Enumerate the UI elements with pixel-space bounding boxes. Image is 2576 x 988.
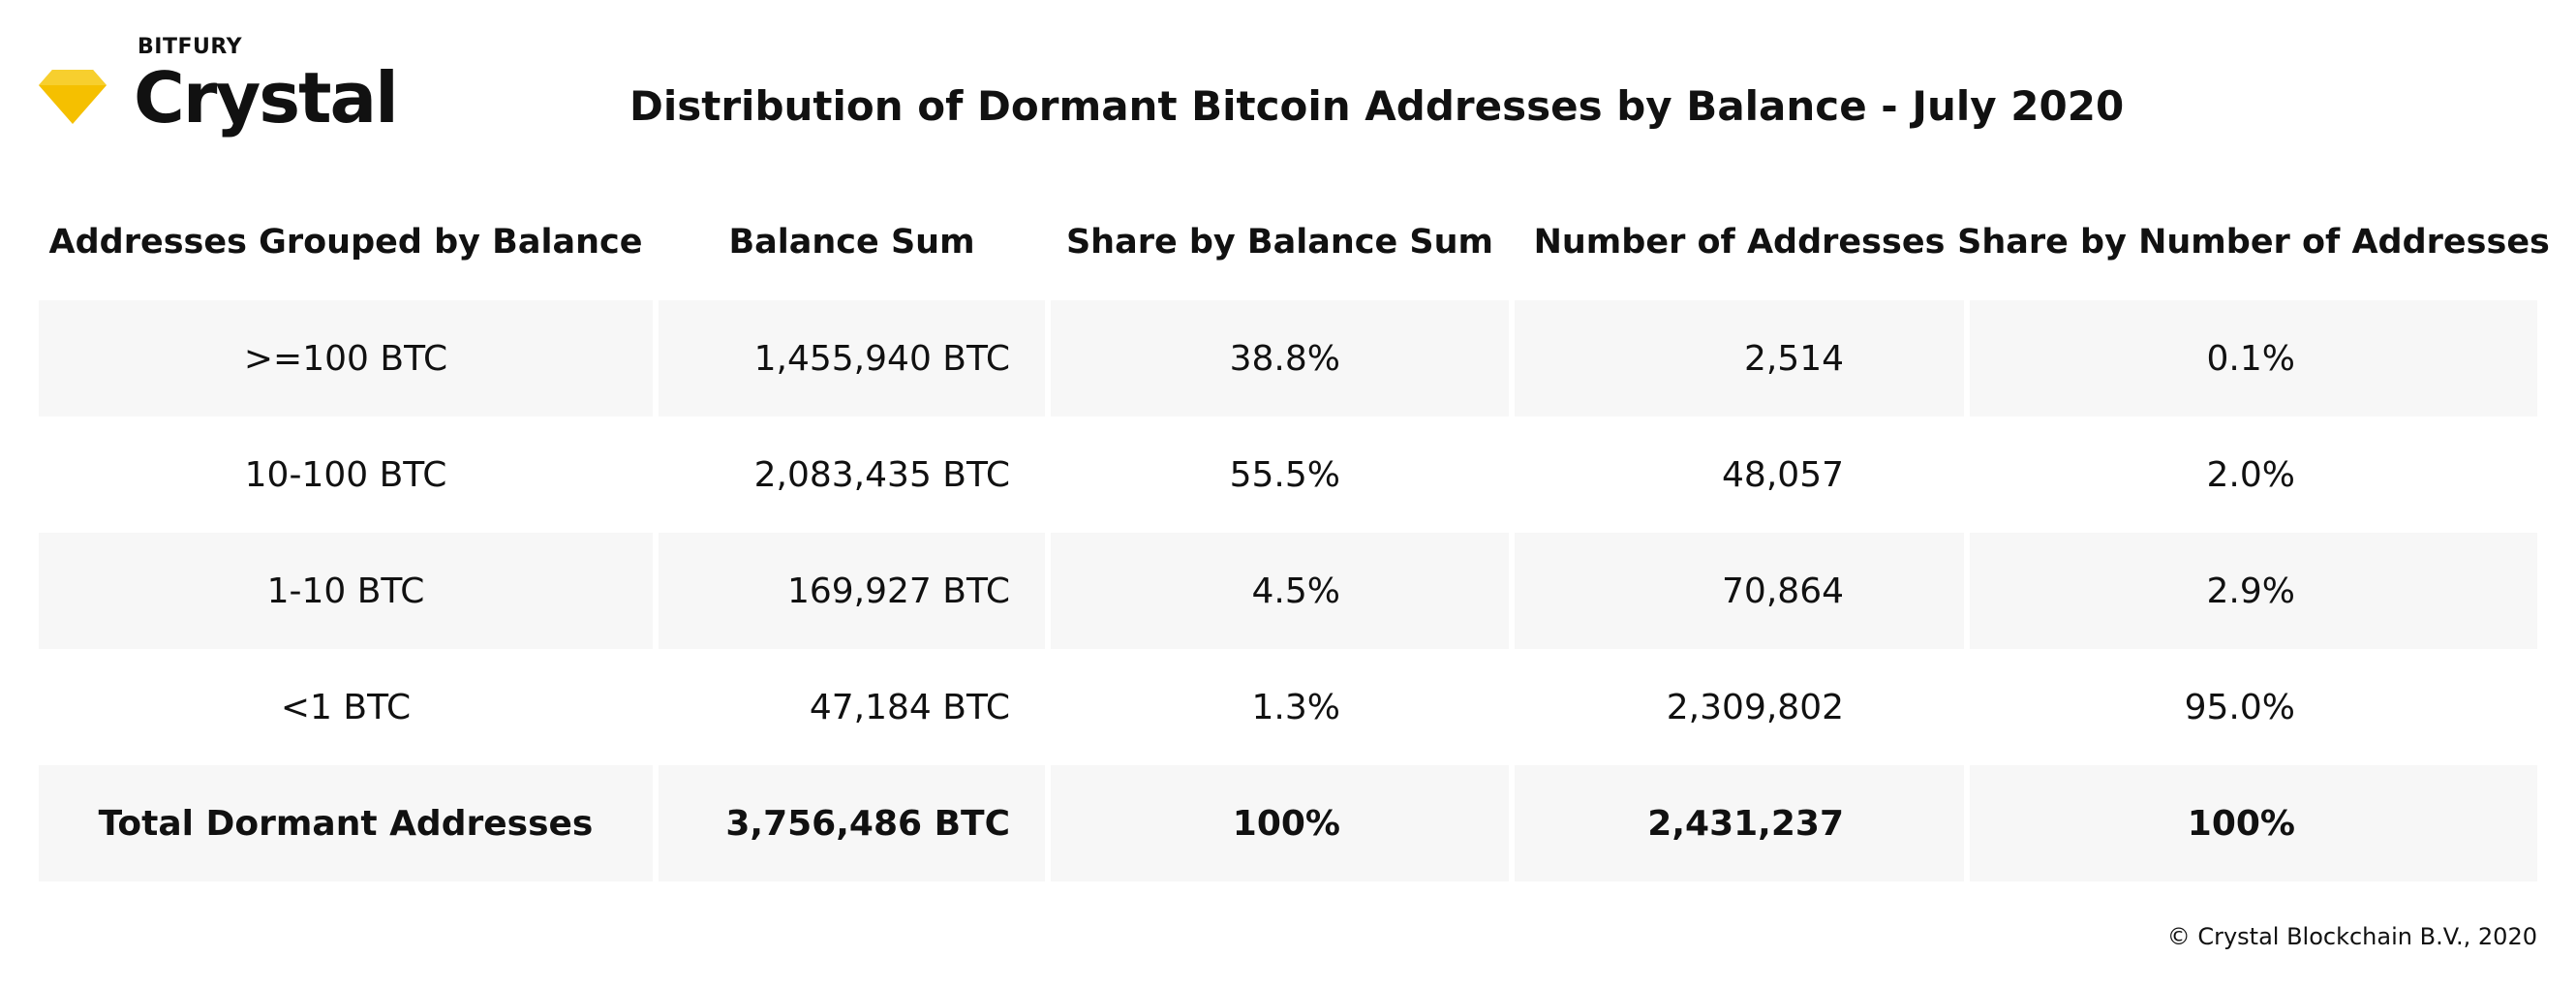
table-cell: 48,057: [1722, 454, 1844, 495]
table-cell: 55.5%: [1229, 454, 1340, 495]
table-cell: 47,184 BTC: [809, 687, 1010, 727]
column-header: Addresses Grouped by Balance: [48, 223, 643, 262]
crystal-logo: BITFURY Crystal: [39, 35, 399, 141]
table-cell: 2.0%: [2206, 454, 2295, 495]
chart-title: Distribution of Dormant Bitcoin Addresse…: [629, 82, 2125, 130]
table-cell: 100%: [1051, 765, 1509, 881]
table-row: 1-10 BTC 169,927 BTC 4.5% 70,864 2.9%: [39, 533, 2537, 649]
table-cell: 1.3%: [1251, 687, 1340, 727]
dormant-addresses-table: Addresses Grouped by Balance Balance Sum…: [39, 184, 2550, 881]
table-cell: <1 BTC: [280, 687, 412, 727]
copyright-notice: © Crystal Blockchain B.V., 2020: [2166, 923, 2537, 950]
table-cell: 2.9%: [1970, 533, 2537, 649]
table-header-row: Addresses Grouped by Balance Balance Sum…: [39, 184, 2550, 300]
table-cell: 2,514: [1515, 300, 1964, 417]
column-header: Share by Balance Sum: [1065, 223, 1494, 262]
table-cell: 10-100 BTC: [244, 454, 447, 495]
table-cell: Total Dormant Addresses: [39, 765, 653, 881]
table-cell: 0.1%: [1970, 300, 2537, 417]
table-cell: 2,431,237: [1515, 765, 1964, 881]
column-header: Balance Sum: [728, 223, 975, 262]
table-cell: 2,083,435 BTC: [753, 454, 1010, 495]
table-cell: 1,455,940 BTC: [659, 300, 1045, 417]
table-cell: 4.5%: [1051, 533, 1509, 649]
logo-product-name: Crystal: [134, 57, 399, 139]
column-header: Share by Number of Addresses: [1957, 223, 2550, 262]
table-cell: >=100 BTC: [39, 300, 653, 417]
table-row: 10-100 BTC 2,083,435 BTC 55.5% 48,057 2.…: [39, 417, 2537, 533]
table-row: >=100 BTC 1,455,940 BTC 38.8% 2,514 0.1%: [39, 300, 2537, 417]
column-header: Number of Addresses: [1533, 223, 1946, 262]
table-total-row: Total Dormant Addresses 3,756,486 BTC 10…: [39, 765, 2537, 881]
table-row: <1 BTC 47,184 BTC 1.3% 2,309,802 95.0%: [39, 649, 2537, 765]
logo-company-name: BITFURY: [138, 35, 243, 59]
table-cell: 100%: [1970, 765, 2537, 881]
table-cell: 3,756,486 BTC: [659, 765, 1045, 881]
table-cell: 38.8%: [1051, 300, 1509, 417]
table-cell: 169,927 BTC: [659, 533, 1045, 649]
table-cell: 95.0%: [2184, 687, 2295, 727]
diamond-icon: [39, 70, 107, 124]
table-cell: 1-10 BTC: [39, 533, 653, 649]
table-cell: 2,309,802: [1666, 687, 1844, 727]
table-cell: 70,864: [1515, 533, 1964, 649]
